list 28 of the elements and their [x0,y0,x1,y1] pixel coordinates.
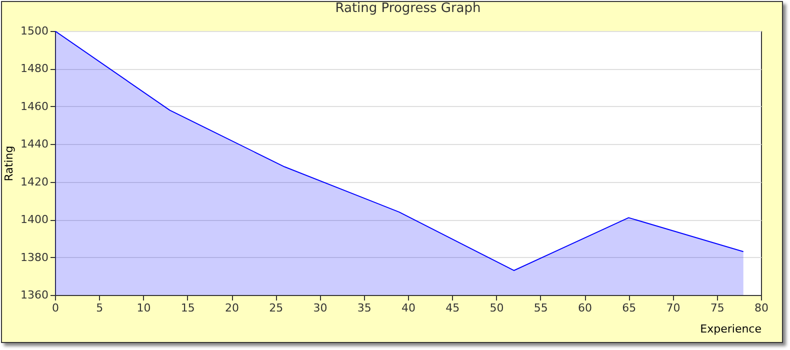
x-tick-label: 35 [357,302,372,314]
x-tick-label: 50 [490,302,504,314]
x-tick-label: 55 [534,302,548,314]
x-tick-label: 60 [578,302,592,314]
x-tick-label: 5 [96,302,104,314]
y-tick-label: 1460 [20,100,48,113]
y-tick-label: 1500 [20,24,48,38]
y-tick-label: 1480 [20,62,48,76]
x-tick-label: 15 [180,302,195,314]
x-tick-label: 0 [52,302,59,314]
x-tick-label: 45 [446,302,460,314]
x-tick-label: 25 [269,302,284,314]
x-tick-label: 20 [225,302,239,314]
chart-title: Rating Progress Graph [335,1,481,16]
x-tick-label: 10 [136,302,151,314]
x-tick-label: 80 [754,302,768,314]
x-tick-label: 30 [313,302,328,314]
x-tick-label: 65 [622,302,636,314]
x-axis-title: Experience [700,322,762,336]
y-tick-label: 1360 [20,288,48,302]
y-tick-label: 1440 [20,138,48,151]
y-tick-label: 1420 [20,175,48,188]
y-axis-title: Rating [2,146,16,182]
x-tick-label: 70 [666,302,680,314]
x-tick-label: 40 [402,302,416,314]
x-tick-label: 75 [710,302,724,314]
y-tick-label: 1400 [20,213,48,226]
y-tick-label: 1380 [20,250,48,264]
